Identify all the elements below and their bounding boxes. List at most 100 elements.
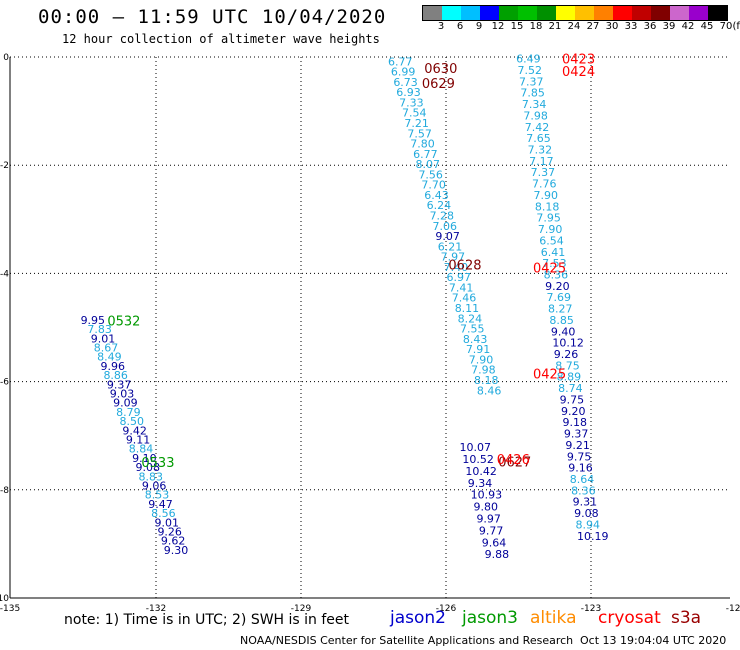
legend-swatch	[651, 6, 670, 20]
legend-label: 42	[681, 21, 695, 32]
data-point-label: 8.79	[116, 406, 140, 419]
data-point-label: 9.08	[136, 461, 161, 474]
time-label: 0630	[424, 62, 457, 77]
legend-swatch	[423, 6, 442, 20]
legend-label: 3	[437, 21, 445, 32]
time-label: 0424	[562, 65, 595, 80]
time-label: 0532	[107, 314, 140, 329]
data-point-label: 8.83	[138, 470, 163, 483]
data-point-label: 7.53	[542, 257, 567, 270]
data-point-label: 7.42	[525, 121, 550, 134]
data-point-label: 9.37	[107, 378, 132, 391]
data-point-label: 9.01	[91, 332, 116, 345]
legend-jason2: jason2	[390, 608, 446, 628]
x-tick-label: -132	[146, 604, 166, 614]
legend-label: 24	[567, 21, 581, 32]
legend-s3a: s3a	[671, 608, 702, 628]
y-tick-label: -6	[0, 378, 9, 388]
legend-label: 9	[475, 21, 483, 32]
legend-swatch	[499, 6, 518, 20]
legend-cryosat: cryosat	[598, 608, 661, 628]
data-point-label: 7.83	[87, 323, 112, 336]
data-point-label: 6.41	[541, 246, 566, 259]
data-point-label: 8.18	[474, 374, 499, 387]
data-point-label: 8.56	[151, 507, 176, 520]
data-point-label: 7.98	[523, 109, 548, 122]
data-point-label: 9.21	[565, 439, 590, 452]
legend-swatch	[632, 6, 651, 20]
data-point-label: 8.64	[570, 473, 595, 486]
data-point-label: 8.49	[97, 351, 122, 364]
data-point-label: 9.26	[157, 525, 182, 538]
data-point-label: 6.24	[427, 199, 452, 212]
data-point-label: 7.65	[526, 132, 551, 145]
legend-label: (ft)	[732, 21, 740, 32]
legend-label: 6	[456, 21, 464, 32]
data-point-label: 8.27	[548, 303, 573, 316]
legend-swatch	[708, 6, 727, 20]
time-label: 0628	[448, 259, 481, 274]
data-point-label: 6.77	[413, 148, 438, 161]
data-point-label: 8.11	[455, 302, 480, 315]
x-tick-label: -126	[436, 604, 457, 614]
legend-swatch	[480, 6, 499, 20]
data-point-label: 10.93	[471, 489, 503, 502]
data-point-label: 8.85	[549, 314, 574, 327]
data-point-label: 8.07	[416, 158, 441, 171]
time-label: 0425	[533, 261, 566, 276]
data-point-label: 7.90	[538, 223, 563, 236]
data-point-label: 7.52	[518, 64, 543, 77]
data-point-label: 6.97	[446, 271, 471, 284]
chart-title: 00:00 – 11:59 UTC 10/04/2020	[38, 6, 387, 28]
data-point-label: 7.17	[529, 155, 554, 168]
legend-label: 45	[700, 21, 714, 32]
data-point-label: 7.91	[466, 343, 491, 356]
data-point-label: 8.24	[458, 312, 483, 325]
time-label: 0423	[562, 53, 595, 68]
legend-label: 18	[529, 21, 543, 32]
data-point-label: 8.36	[544, 268, 569, 281]
legend-swatch	[537, 6, 556, 20]
data-point-label: 7.40	[444, 261, 469, 274]
data-point-label: 7.21	[404, 117, 429, 130]
data-point-label: 6.99	[391, 66, 416, 79]
color-scale-legend	[422, 5, 728, 21]
legend-swatch	[442, 6, 461, 20]
data-point-label: 8.46	[477, 384, 502, 397]
data-point-label: 9.40	[551, 325, 576, 338]
y-tick-label: -8	[0, 486, 9, 496]
legend-swatch	[556, 6, 575, 20]
x-tick-label: -135	[0, 604, 20, 614]
data-point-label: 9.77	[479, 524, 504, 537]
data-point-label: 7.90	[533, 189, 558, 202]
data-point-label: 6.43	[424, 189, 449, 202]
time-label: 0425	[533, 367, 566, 382]
data-point-label: 10.19	[577, 530, 609, 543]
data-point-label: 7.37	[531, 166, 556, 179]
data-point-label: 9.75	[560, 393, 585, 406]
data-point-label: 9.11	[126, 433, 150, 446]
time-label: 0627	[498, 456, 531, 471]
data-point-label: 7.80	[410, 138, 435, 151]
data-point-label: 9.09	[113, 397, 138, 410]
data-point-label: 7.76	[532, 178, 557, 191]
data-point-label: 7.33	[399, 96, 424, 109]
y-tick-label: -4	[0, 269, 9, 279]
data-point-label: 7.54	[402, 107, 427, 120]
data-point-label: 7.90	[469, 353, 494, 366]
legend-swatch	[461, 6, 480, 20]
data-point-label: 7.85	[520, 87, 545, 100]
data-point-label: 9.10	[132, 452, 157, 465]
data-point-label: 7.69	[547, 291, 572, 304]
data-point-label: 9.62	[161, 535, 186, 548]
data-point-label: 10.42	[465, 465, 497, 478]
y-tick-label: -2	[0, 161, 9, 171]
y-tick-label: 0	[3, 53, 9, 63]
legend-label: 70	[719, 21, 733, 32]
time-label: 0533	[141, 456, 174, 471]
data-point-label: 6.49	[516, 53, 541, 66]
legend-label: 30	[605, 21, 619, 32]
data-point-label: 9.06	[142, 479, 167, 492]
